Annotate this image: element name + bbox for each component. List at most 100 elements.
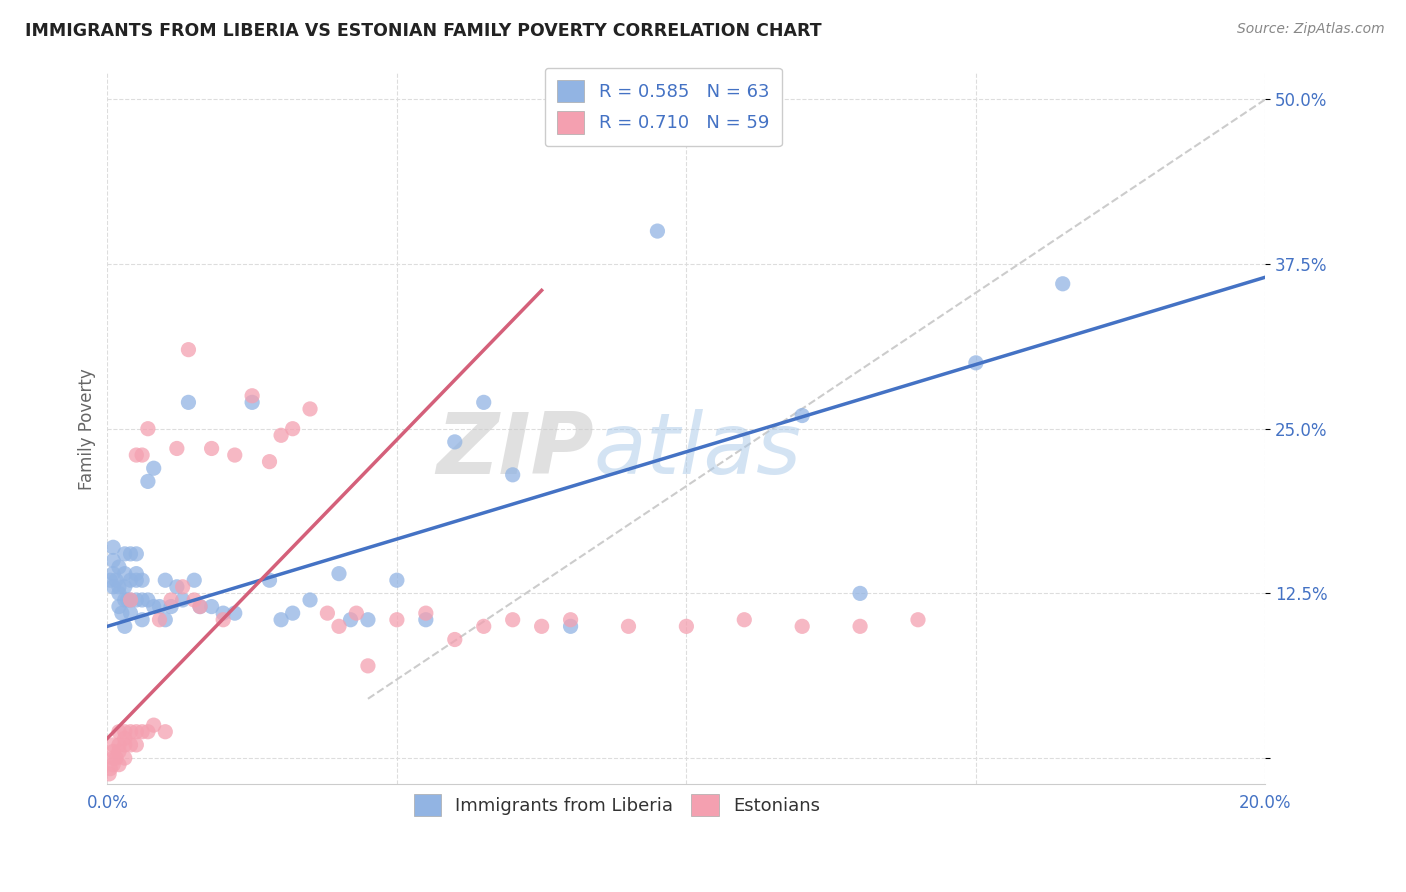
Point [148,599,170,614]
Point [166,442,188,456]
Point [98,573,121,587]
Point [120,593,142,607]
Point [270,428,292,442]
Point [120,738,142,752]
Point [108,724,131,739]
Point [281,422,304,436]
Point [733,613,755,627]
Point [142,461,165,475]
Point [101,757,124,772]
Point [142,599,165,614]
Point [125,448,148,462]
Point [120,724,142,739]
Point [131,724,153,739]
Point [472,395,495,409]
Point [114,593,136,607]
Point [136,475,159,489]
Point [120,593,142,607]
Point [259,573,281,587]
Text: ZIP: ZIP [436,409,593,491]
Point [166,580,188,594]
Point [114,566,136,581]
Point [385,573,408,587]
Point [502,467,524,482]
Point [131,448,153,462]
Point [212,606,235,620]
Point [172,593,194,607]
Point [965,356,987,370]
Point [131,613,153,627]
Point [1052,277,1074,291]
Point [357,613,380,627]
Point [108,580,131,594]
Point [105,573,128,587]
Point [148,613,170,627]
Point [560,613,582,627]
Point [108,757,131,772]
Point [125,573,148,587]
Point [111,606,134,620]
Point [98,767,121,781]
Text: Source: ZipAtlas.com: Source: ZipAtlas.com [1237,22,1385,37]
Point [177,343,200,357]
Point [155,613,177,627]
Point [120,606,142,620]
Point [101,738,124,752]
Point [101,751,124,765]
Point [339,613,361,627]
Point [101,566,124,581]
Point [101,553,124,567]
Point [792,409,814,423]
Point [117,593,139,607]
Point [357,658,380,673]
Point [131,593,153,607]
Point [560,619,582,633]
Point [160,593,183,607]
Point [101,744,124,758]
Point [160,599,183,614]
Point [125,547,148,561]
Point [108,599,131,614]
Point [530,619,553,633]
Point [415,613,437,627]
Point [177,395,200,409]
Point [200,599,222,614]
Y-axis label: Family Poverty: Family Poverty [79,368,96,490]
Point [188,599,211,614]
Point [114,580,136,594]
Point [120,547,142,561]
Point [108,744,131,758]
Point [108,586,131,600]
Point [415,606,437,620]
Point [105,751,128,765]
Point [328,619,350,633]
Point [136,593,159,607]
Point [344,606,367,620]
Point [172,580,194,594]
Point [101,541,124,555]
Text: IMMIGRANTS FROM LIBERIA VS ESTONIAN FAMILY POVERTY CORRELATION CHART: IMMIGRANTS FROM LIBERIA VS ESTONIAN FAMI… [25,22,823,40]
Point [98,762,121,776]
Point [647,224,669,238]
Legend: Immigrants from Liberia, Estonians: Immigrants from Liberia, Estonians [405,785,830,825]
Point [125,593,148,607]
Point [101,580,124,594]
Point [188,599,211,614]
Point [443,434,465,449]
Point [125,738,148,752]
Point [155,573,177,587]
Point [281,606,304,620]
Point [120,573,142,587]
Point [183,593,205,607]
Point [675,619,697,633]
Point [502,613,524,627]
Point [240,389,263,403]
Point [472,619,495,633]
Point [108,560,131,574]
Point [849,619,872,633]
Point [114,724,136,739]
Point [114,731,136,746]
Point [155,724,177,739]
Point [907,613,929,627]
Point [849,586,872,600]
